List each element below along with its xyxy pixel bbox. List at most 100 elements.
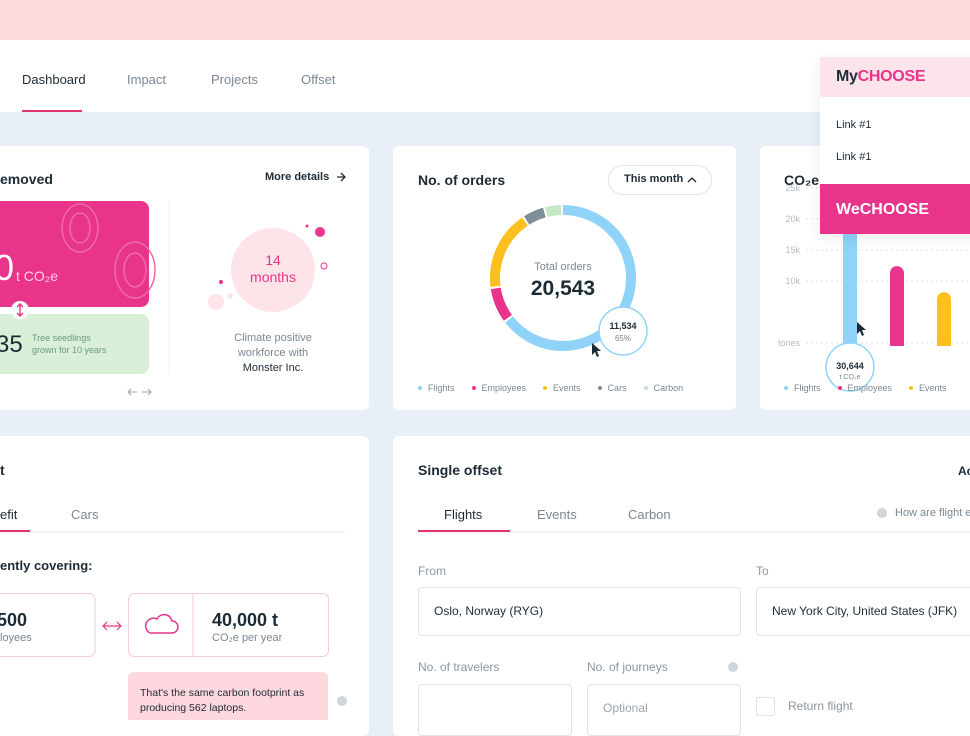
dropdown-link[interactable]: Link #1 (836, 119, 872, 131)
tab[interactable]: Carbon (628, 507, 671, 522)
nav-tab[interactable]: Dashboard (22, 72, 86, 87)
arrow-icon (337, 172, 346, 182)
note: That's the same carbon footprint as prod… (140, 687, 305, 714)
legend-dot (471, 386, 476, 390)
note-box (128, 672, 328, 720)
field-label: No. of journeys (587, 660, 668, 674)
center-value: 20,543 (530, 277, 596, 300)
more-link[interactable]: More details (265, 171, 330, 183)
from-input[interactable]: Oslo, Norway (RYG) (418, 587, 741, 636)
nav-bar (0, 40, 970, 112)
checkbox[interactable] (756, 697, 775, 716)
y-tick-label: 15k (785, 245, 800, 255)
seedling-tile (0, 314, 149, 374)
period-button[interactable] (608, 165, 712, 195)
callout-percent: 65% (614, 334, 631, 343)
stat-value: 500 (0, 610, 28, 630)
tab[interactable]: Cars (71, 507, 99, 522)
card-title: No. of orders (418, 172, 506, 188)
legend-label: Flights (428, 383, 455, 393)
legend-dot (418, 386, 422, 390)
tab[interactable]: efit (0, 507, 18, 522)
legend-item: Flights (418, 383, 455, 393)
tab[interactable]: Events (537, 507, 577, 522)
stat-label: CO₂e per year (212, 632, 283, 644)
seedlings-count: 35 (0, 331, 23, 358)
center-label: Total orders (534, 261, 592, 273)
legend-item: Carbon (643, 383, 684, 393)
brand-logo[interactable]: MyCHOOSE (836, 68, 925, 86)
months-label: months (250, 269, 296, 285)
legend-dot (837, 386, 842, 390)
nav-tab[interactable]: Impact (127, 72, 167, 87)
donut-segment (490, 205, 636, 351)
period-label[interactable]: This month (624, 173, 684, 185)
dropdown-link[interactable]: Link #1 (836, 151, 872, 163)
co2-tile (0, 201, 149, 307)
legend-item: Cars (597, 383, 627, 393)
info-icon[interactable] (728, 662, 738, 672)
cursor (857, 322, 866, 336)
stat-label: loyees (0, 632, 32, 644)
action-link[interactable]: Ac (958, 464, 970, 478)
amount: 0 (0, 247, 15, 288)
legend-label: Carbon (653, 383, 684, 393)
legend-item: Employees (837, 383, 892, 393)
journeys-input[interactable]: Optional (587, 684, 741, 736)
field-label: No. of travelers (418, 660, 500, 674)
company: Monster Inc. (242, 362, 304, 374)
legend-label: Events (553, 383, 581, 393)
months-value: 14 (265, 252, 281, 268)
equal-arrow (102, 621, 122, 631)
callout-bubble (825, 342, 875, 392)
travelers-input[interactable] (418, 684, 572, 736)
placeholder: Optional (603, 701, 648, 715)
graphics-layer: tones 10k 15k 20k 25k (0, 153, 970, 720)
decor-dot (315, 227, 325, 237)
heading: ently covering: (0, 558, 93, 573)
cloud-icon (144, 613, 179, 634)
info-icon[interactable] (337, 696, 347, 706)
help-link[interactable]: How are flight e (895, 507, 970, 519)
to-input[interactable]: New York City, United States (JFK) (756, 587, 970, 636)
bar (937, 292, 951, 346)
input-value: Oslo, Norway (RYG) (434, 604, 544, 618)
callout-bubble (598, 306, 648, 356)
legend-dot (543, 386, 548, 390)
amount-unit: t CO₂e (16, 268, 58, 284)
callout-value: 11,534 (609, 321, 637, 331)
legend-label: Employees (481, 383, 527, 393)
tile-pattern (61, 203, 156, 299)
checkbox-label[interactable]: Return flight (788, 699, 853, 713)
nav-tab[interactable]: Projects (211, 72, 258, 87)
y-tick-label: 25k (785, 183, 800, 193)
nav-tab[interactable]: Offset (301, 72, 336, 87)
toggle-icon (16, 303, 24, 317)
caption: Climate positive workforce with (234, 332, 312, 359)
legend-dot (643, 386, 648, 390)
callout-value: 30,644 (836, 361, 864, 371)
decor-dot (219, 280, 223, 284)
card-title: Single offset (418, 462, 503, 478)
y-tick-label: tones (778, 338, 801, 348)
donut (490, 205, 636, 351)
dropdown: MyCHOOSE Link #1 Link #1 WeCHOOSE (820, 57, 970, 234)
highlight-logo[interactable]: WeCHOOSE (836, 201, 930, 218)
tab[interactable]: Flights (444, 507, 483, 522)
stat-box (0, 593, 96, 657)
legend: Flights Employees Events (784, 383, 947, 393)
active-underline (22, 110, 82, 112)
dropdown-header (820, 57, 970, 97)
pager-arrows[interactable] (127, 388, 152, 396)
legend-item: Employees (471, 383, 527, 393)
legend-item: Events (543, 383, 581, 393)
chevron (687, 177, 697, 183)
legend-label: Flights (794, 383, 821, 393)
highlight-row[interactable] (820, 184, 970, 234)
stat-value: 40,000 t (212, 610, 279, 630)
callout-unit: t CO₂e (839, 374, 861, 381)
info-icon[interactable] (877, 508, 887, 518)
brand-prefix: My (836, 68, 858, 85)
card-title: t (0, 462, 5, 478)
